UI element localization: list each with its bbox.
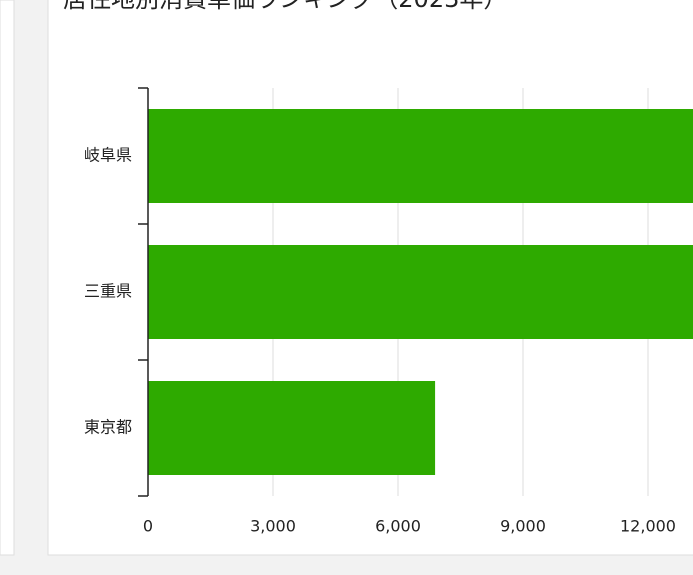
x-tick-label: 3,000	[250, 517, 296, 536]
y-tick-label: 東京都	[84, 418, 132, 437]
x-tick-label: 12,000	[620, 517, 676, 536]
unit-note: （	[683, 35, 693, 54]
bar	[148, 381, 436, 475]
bar	[148, 109, 693, 203]
bar	[148, 245, 693, 339]
side-panel	[0, 0, 15, 556]
x-tick-label: 0	[143, 517, 153, 536]
y-tick-label: 岐阜県	[84, 146, 132, 165]
y-tick-label: 三重県	[84, 282, 132, 301]
chart-title: 居住地別消費単価ランキング（2023年）	[63, 0, 507, 13]
x-tick-label: 9,000	[500, 517, 546, 536]
x-tick-label: 6,000	[375, 517, 421, 536]
